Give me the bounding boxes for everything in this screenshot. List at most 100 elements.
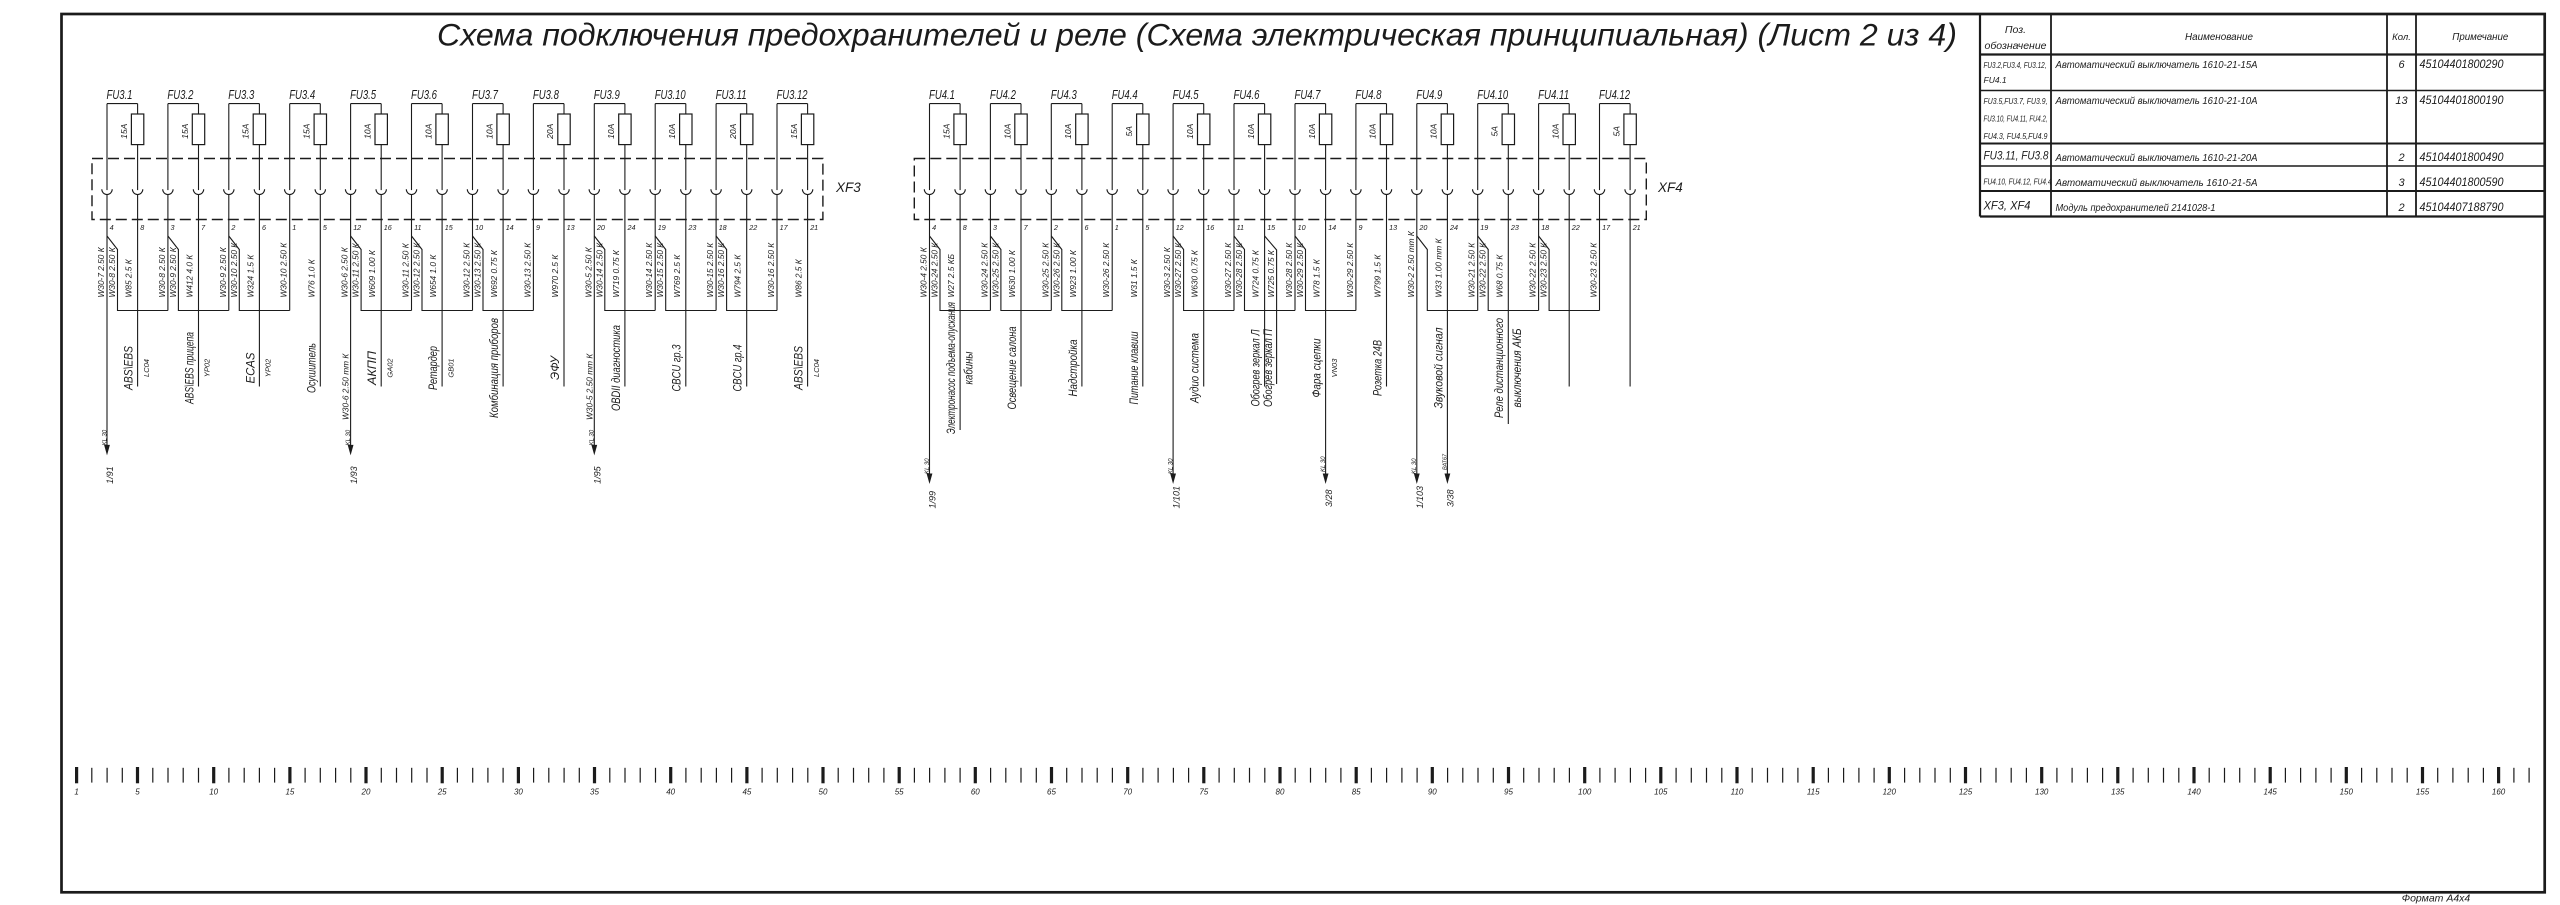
svg-text:115: 115 (1807, 788, 1820, 797)
svg-text:155: 155 (2416, 788, 2430, 797)
svg-text:20: 20 (361, 788, 371, 797)
svg-text:W30-16 2.50 К: W30-16 2.50 К (766, 242, 776, 298)
svg-text:KL 30: KL 30 (1412, 458, 1418, 474)
svg-text:30: 30 (514, 788, 523, 797)
svg-text:W30-8 2.50 К: W30-8 2.50 К (107, 246, 117, 297)
svg-text:135: 135 (2111, 788, 2125, 797)
svg-text:FU3.5: FU3.5 (350, 88, 376, 102)
svg-text:15: 15 (445, 223, 454, 232)
svg-text:ЭФУ: ЭФУ (550, 354, 562, 380)
svg-text:Реле дистанционного: Реле дистанционного (1494, 318, 1506, 418)
svg-text:W30-25 2.50 К: W30-25 2.50 К (1040, 242, 1050, 298)
svg-text:FU3.1: FU3.1 (107, 88, 133, 102)
svg-text:W30-27 2.50 К: W30-27 2.50 К (1223, 242, 1233, 298)
svg-text:W27 2.5 КБ: W27 2.5 КБ (946, 253, 956, 297)
svg-text:80: 80 (1276, 788, 1285, 797)
svg-text:110: 110 (1731, 788, 1744, 797)
svg-text:W30-22 2.50 К: W30-22 2.50 К (1528, 242, 1538, 298)
svg-text:1/103: 1/103 (1415, 486, 1425, 509)
svg-text:65: 65 (1047, 788, 1056, 797)
svg-text:14: 14 (1328, 223, 1336, 232)
svg-text:1/93: 1/93 (349, 466, 359, 484)
svg-text:KL 30: KL 30 (103, 429, 109, 445)
svg-text:14: 14 (506, 223, 514, 232)
svg-text:40: 40 (666, 788, 675, 797)
svg-text:OBDII диагностика: OBDII диагностика (611, 325, 623, 411)
svg-text:FU4.4: FU4.4 (1112, 88, 1138, 102)
svg-text:LC04: LC04 (142, 359, 151, 377)
svg-text:W30-28 2.50 К: W30-28 2.50 К (1284, 242, 1294, 298)
svg-text:FU3.10: FU3.10 (655, 88, 686, 102)
svg-text:ABS\EBS: ABS\EBS (794, 346, 806, 391)
svg-text:10A: 10A (1368, 123, 1378, 138)
svg-text:FU4.11: FU4.11 (1538, 88, 1569, 102)
svg-text:FU4.10, FU4.12, FU4.4: FU4.10, FU4.12, FU4.4 (1984, 177, 2052, 187)
svg-text:FU3.2,FU3.4, FU3.12,: FU3.2,FU3.4, FU3.12, (1984, 60, 2047, 70)
svg-text:KL 30: KL 30 (1321, 456, 1327, 472)
svg-text:W30-11 2.50 К: W30-11 2.50 К (401, 242, 411, 297)
svg-text:W630 0.75 К: W630 0.75 К (1190, 249, 1200, 297)
svg-text:10A: 10A (484, 123, 494, 138)
svg-text:10: 10 (1298, 223, 1306, 232)
svg-text:W725 0.75 К: W725 0.75 К (1266, 249, 1276, 297)
svg-text:2: 2 (1053, 223, 1058, 232)
svg-text:7: 7 (1024, 223, 1029, 232)
svg-text:18: 18 (719, 223, 727, 232)
svg-text:LC04: LC04 (812, 359, 821, 377)
svg-text:15: 15 (1267, 223, 1276, 232)
svg-text:75: 75 (1199, 788, 1208, 797)
svg-text:3: 3 (2398, 177, 2405, 189)
svg-text:W30-27 2.50 К: W30-27 2.50 К (1173, 242, 1183, 298)
svg-text:150: 150 (2340, 788, 2354, 797)
svg-text:11: 11 (1237, 223, 1244, 232)
svg-text:FU4.7: FU4.7 (1295, 88, 1322, 102)
svg-text:W324 1.5 К: W324 1.5 К (245, 254, 255, 298)
svg-text:125: 125 (1959, 788, 1973, 797)
svg-text:W33 1.00 mm К: W33 1.00 mm К (1433, 238, 1443, 298)
svg-text:Надстройка: Надстройка (1068, 340, 1080, 397)
svg-text:85: 85 (1352, 788, 1361, 797)
svg-text:2: 2 (230, 223, 235, 232)
svg-text:1/95: 1/95 (593, 465, 603, 484)
svg-text:18: 18 (1541, 223, 1549, 232)
svg-text:FU3.3: FU3.3 (228, 88, 254, 102)
svg-text:W630 1.00 К: W630 1.00 К (1007, 249, 1017, 297)
svg-text:FU3.8: FU3.8 (533, 88, 559, 102)
svg-text:W30-25 2.50 К: W30-25 2.50 К (990, 242, 1000, 298)
svg-text:KL 30: KL 30 (925, 458, 931, 474)
svg-text:W30-29 2.50 К: W30-29 2.50 К (1295, 242, 1305, 298)
svg-text:ABS\EBS: ABS\EBS (124, 346, 136, 391)
svg-text:Ретардер: Ретардер (428, 346, 440, 390)
svg-text:FU4.10: FU4.10 (1477, 88, 1508, 102)
svg-text:XF4: XF4 (1657, 180, 1683, 195)
svg-text:Фара сцепки: Фара сцепки (1312, 338, 1324, 398)
svg-text:YP02: YP02 (264, 358, 273, 377)
svg-text:KL 30: KL 30 (590, 429, 596, 445)
svg-text:1: 1 (1115, 223, 1119, 232)
svg-text:Обогрев зеркал П: Обогрев зеркал П (1263, 328, 1275, 407)
svg-text:120: 120 (1883, 788, 1897, 797)
svg-text:W654 1.0 К: W654 1.0 К (428, 254, 438, 298)
svg-text:W30-26 2.50 К: W30-26 2.50 К (1051, 242, 1061, 298)
svg-text:8: 8 (140, 223, 144, 232)
svg-text:10A: 10A (1307, 123, 1317, 138)
svg-text:7: 7 (201, 223, 206, 232)
svg-text:VN03: VN03 (1330, 358, 1339, 378)
svg-text:W30-13 2.50 К: W30-13 2.50 К (522, 242, 532, 298)
svg-text:FU3.9: FU3.9 (594, 88, 620, 102)
svg-text:FU4.8: FU4.8 (1355, 88, 1381, 102)
svg-text:5A: 5A (1124, 126, 1134, 137)
svg-text:5A: 5A (1611, 126, 1621, 137)
svg-text:выключения АКБ: выключения АКБ (1512, 328, 1524, 407)
svg-text:W30-21 2.50 К: W30-21 2.50 К (1467, 242, 1477, 298)
svg-text:YP02: YP02 (203, 358, 212, 377)
svg-text:6: 6 (262, 223, 266, 232)
svg-text:W30-5 2.50 mm К: W30-5 2.50 mm К (584, 353, 594, 420)
svg-text:W30-15 2.50 К: W30-15 2.50 К (655, 242, 665, 298)
svg-text:6: 6 (1085, 223, 1089, 232)
svg-text:45104401800490: 45104401800490 (2420, 152, 2505, 164)
svg-text:FU3.10, FU4.11, FU4.2,: FU3.10, FU4.11, FU4.2, (1984, 114, 2048, 124)
svg-text:обозначение: обозначение (1985, 40, 2047, 52)
svg-text:10: 10 (209, 788, 218, 797)
svg-text:XF3: XF3 (835, 180, 861, 195)
